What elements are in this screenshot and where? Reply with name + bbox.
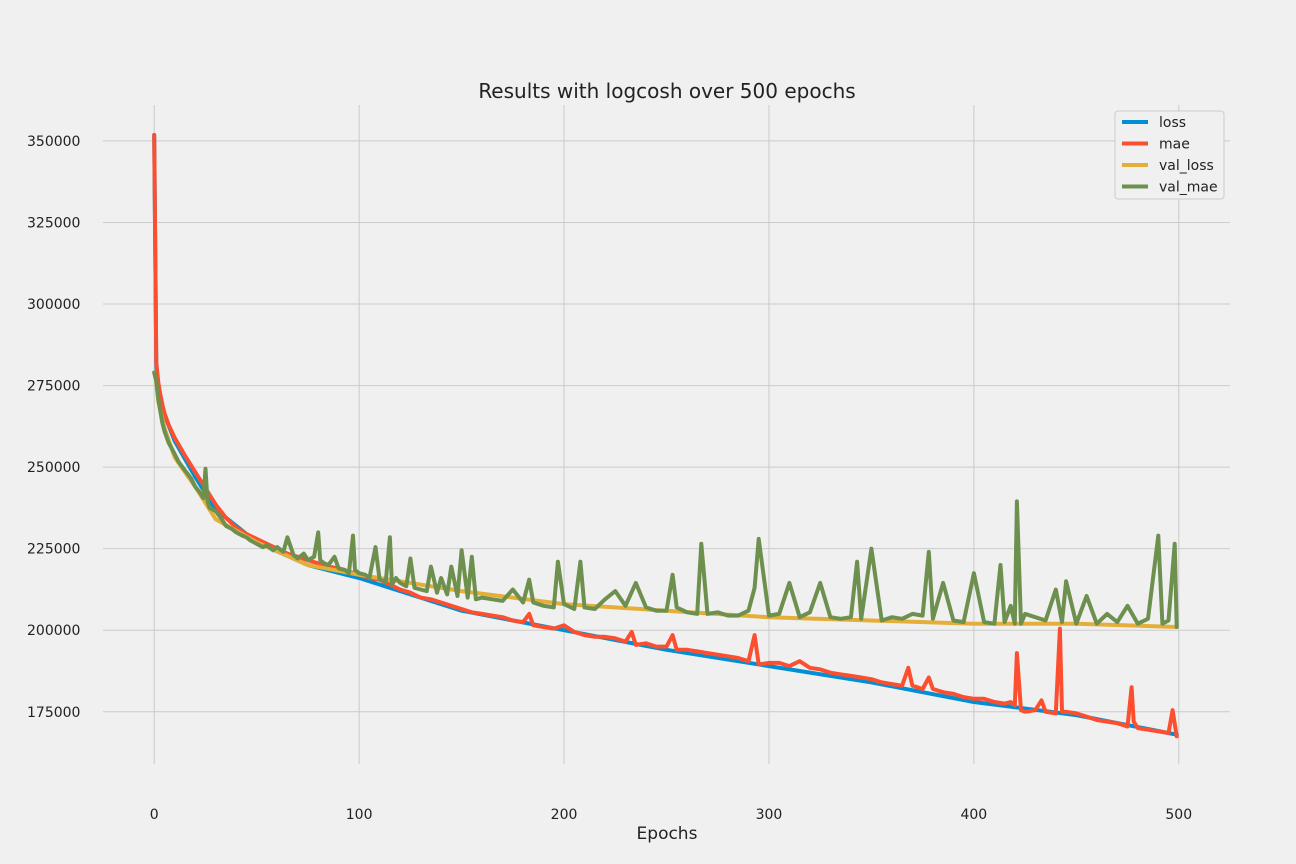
x-tick-labels: 0 100 200 300 400 500 xyxy=(150,807,1192,823)
series-line-mae xyxy=(152,133,1179,739)
y-tick-label: 350000 xyxy=(27,134,80,150)
y-tick-label: 275000 xyxy=(27,379,80,395)
y-tick-label: 175000 xyxy=(27,705,80,721)
series-line-val-loss xyxy=(152,370,1179,629)
series-lines xyxy=(152,133,1179,739)
y-tick-label: 325000 xyxy=(27,215,80,231)
y-tick-label: 250000 xyxy=(27,460,80,476)
x-tick-label: 0 xyxy=(150,807,159,823)
legend-label-val-loss: val_loss xyxy=(1159,158,1214,174)
chart-title: Results with logcosh over 500 epochs xyxy=(478,79,855,103)
y-tick-label: 200000 xyxy=(27,623,80,639)
legend: loss mae val_loss val_mae xyxy=(1114,110,1225,200)
legend-box xyxy=(1114,110,1225,200)
series-line-val-mae xyxy=(152,370,1179,629)
y-tick-label: 300000 xyxy=(27,297,80,313)
x-tick-label: 500 xyxy=(1165,807,1192,823)
x-tick-label: 100 xyxy=(346,807,373,823)
grid-lines xyxy=(103,105,1230,764)
x-tick-label: 300 xyxy=(756,807,783,823)
legend-label-mae: mae xyxy=(1159,137,1190,153)
x-axis-title: Epochs xyxy=(637,824,698,844)
legend-label-val-mae: val_mae xyxy=(1159,180,1218,196)
x-tick-label: 400 xyxy=(960,807,987,823)
y-tick-labels: 175000 200000 225000 250000 275000 300000 3250… xyxy=(27,134,80,721)
legend-label-loss: loss xyxy=(1159,115,1186,131)
y-tick-label: 225000 xyxy=(27,542,80,558)
x-tick-label: 200 xyxy=(551,807,578,823)
